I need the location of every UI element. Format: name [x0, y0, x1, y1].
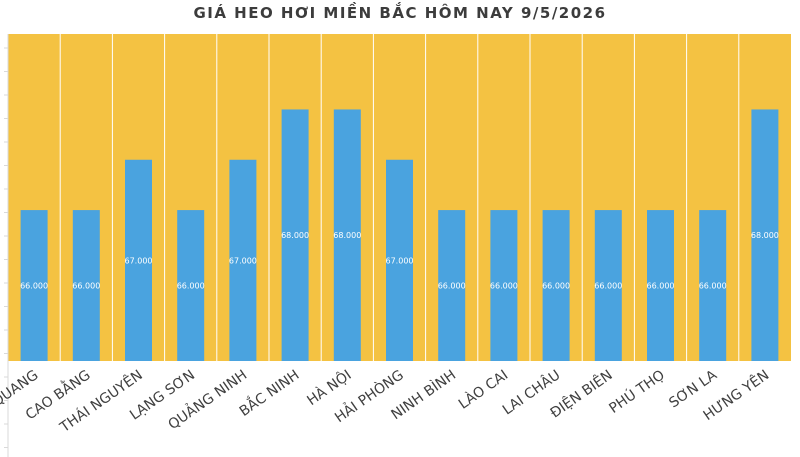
bars — [20, 109, 779, 361]
data-label: 66.000 — [490, 282, 518, 291]
data-label: 66.000 — [594, 282, 622, 291]
bar — [229, 159, 257, 361]
bar — [386, 159, 413, 361]
data-label: 66.000 — [177, 282, 205, 291]
data-label: 68.000 — [333, 231, 361, 240]
bar — [333, 109, 361, 361]
bar — [20, 210, 48, 361]
data-label: 66.000 — [20, 282, 48, 291]
bar — [751, 109, 779, 361]
bar — [594, 210, 622, 361]
data-label: 66.000 — [647, 282, 675, 291]
data-label: 66.000 — [72, 282, 100, 291]
bar — [542, 210, 570, 361]
y-axis — [4, 34, 9, 457]
bar — [177, 210, 205, 361]
bar — [281, 109, 309, 361]
x-tick-label: THÁI NGUYÊN — [55, 366, 145, 437]
x-tick-label: PHÚ THỌ — [605, 366, 668, 417]
data-label: 66.000 — [542, 282, 570, 291]
data-labels: 66.000 66.000 67.000 66.000 67.000 68.000 68.0… — [20, 231, 779, 290]
bar — [438, 210, 466, 361]
bar — [490, 210, 518, 361]
bar — [647, 210, 674, 361]
data-label: 67.000 — [229, 256, 257, 265]
grid-lines — [59, 34, 740, 361]
data-label: 66.000 — [438, 282, 466, 291]
data-label: 67.000 — [125, 256, 153, 265]
bar — [72, 210, 100, 361]
data-label: 67.000 — [386, 256, 414, 265]
data-label: 68.000 — [281, 231, 309, 240]
data-label: 68.000 — [751, 231, 779, 240]
data-label: 66.000 — [699, 282, 727, 291]
bar — [125, 159, 152, 361]
bar — [699, 210, 727, 361]
chart-title: GIÁ HEO HƠI MIỀN BẮC HÔM NAY 9/5/2026 — [193, 4, 607, 22]
